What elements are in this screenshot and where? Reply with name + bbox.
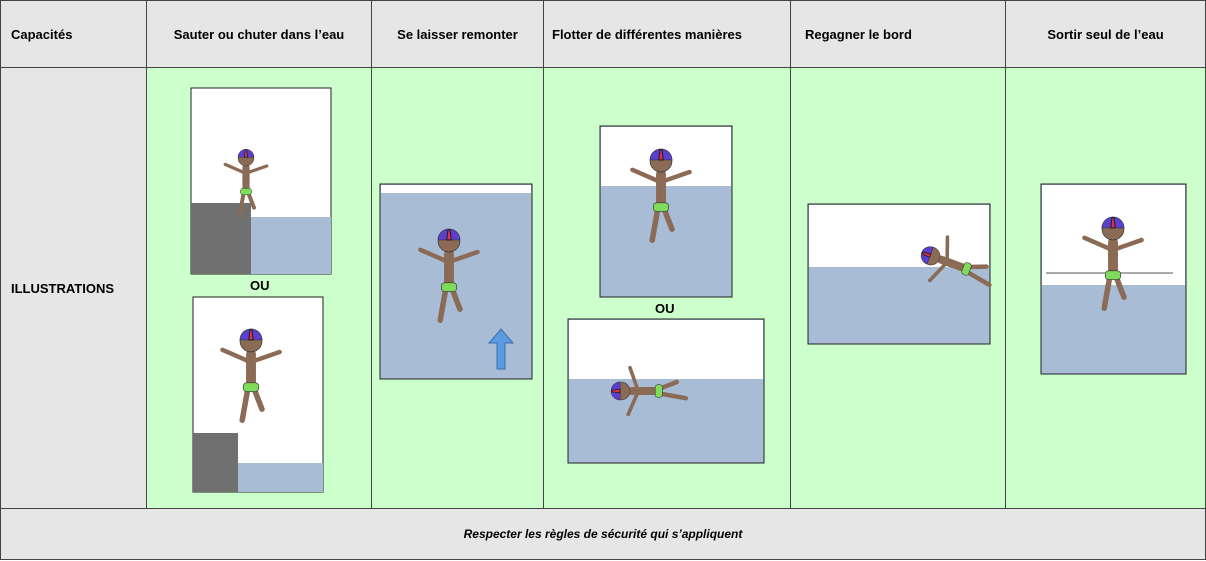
header-cell: Regagner le bord xyxy=(791,1,1006,68)
drawing-part xyxy=(487,328,515,370)
drawing-part xyxy=(251,217,331,274)
footer: Respecter les règles de sécurité qui s’a… xyxy=(1,509,1206,560)
header-cell: Capacités xyxy=(1,1,147,68)
drawing-part xyxy=(238,463,323,492)
row-label: ILLUSTRATIONS xyxy=(1,68,147,509)
header-cell: Sortir seul de l’eau xyxy=(1006,1,1206,68)
drawing-part xyxy=(191,203,251,274)
header-cell: Sauter ou chuter dans l’eau xyxy=(147,1,372,68)
or-label: OU xyxy=(655,301,675,316)
picture xyxy=(190,87,1187,493)
or-label: OU xyxy=(250,278,270,293)
drawing-part xyxy=(569,320,763,379)
drawing-part xyxy=(809,205,989,267)
header-cell: Se laisser remonter xyxy=(372,1,544,68)
drawing-part xyxy=(193,433,238,492)
drawing-part xyxy=(379,183,533,380)
header-cell: Flotter de différentes manières xyxy=(544,1,791,68)
drawing-part xyxy=(381,185,531,193)
